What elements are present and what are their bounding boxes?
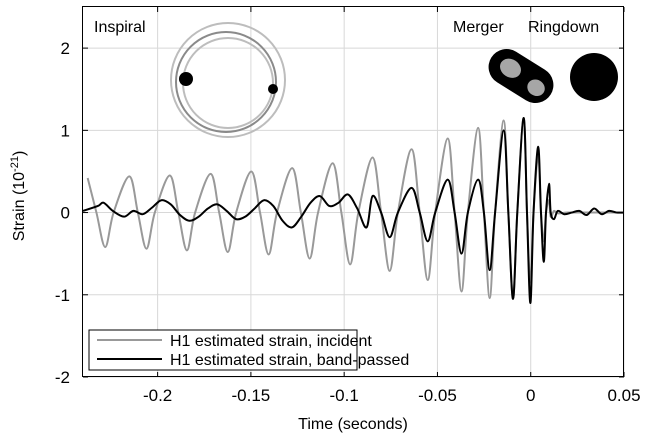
y-tick-label: -1 — [55, 286, 70, 305]
merger-core-right — [527, 79, 545, 97]
y-axis-title-exponent: -21 — [9, 156, 21, 172]
y-axis-title-prefix: Strain (10 — [11, 172, 28, 241]
y-tick-label: 2 — [61, 39, 70, 58]
series-band-passed-line — [83, 117, 624, 304]
y-tick-label: 1 — [61, 121, 70, 140]
x-tick-label: -0.2 — [143, 386, 172, 405]
x-tick-label: 0.05 — [607, 386, 640, 405]
legend-box — [88, 329, 358, 371]
annotation-inspiral: Inspiral — [94, 19, 146, 36]
y-axis-title: Strain (10-21) — [9, 151, 28, 242]
ringdown-black-hole — [570, 53, 618, 101]
legend-label-incident: H1 estimated strain, incident — [170, 333, 372, 350]
legend: H1 estimated strain, incident H1 estimat… — [88, 329, 409, 371]
y-tick-label: -2 — [55, 368, 70, 387]
x-tick-label: 0 — [526, 386, 535, 405]
orbit-ring-inner — [182, 37, 274, 129]
black-hole-left — [179, 72, 193, 86]
merger-diagram — [488, 48, 554, 104]
series-incident-line — [86, 117, 624, 300]
merger-core-left — [500, 58, 521, 78]
annotation-merger: Merger — [453, 19, 504, 36]
x-tick-label: -0.15 — [232, 386, 271, 405]
orbit-ring-outer — [170, 22, 286, 138]
y-tick-label: 0 — [61, 204, 70, 223]
grid — [83, 7, 625, 378]
x-tick-label: -0.1 — [330, 386, 359, 405]
axis-ticks: -0.2 -0.15 -0.1 -0.05 0 0.05 -2 -1 0 1 2 — [55, 7, 641, 405]
x-tick-label: -0.05 — [418, 386, 457, 405]
y-axis-title-suffix: ) — [11, 151, 28, 156]
x-axis-title: Time (seconds) — [298, 416, 408, 433]
black-hole-right — [268, 84, 278, 94]
series-layer — [83, 117, 624, 304]
merger-body — [488, 48, 554, 104]
plot-frame — [82, 6, 624, 377]
annotation-ringdown: Ringdown — [528, 19, 599, 36]
inspiral-orbit-diagram — [170, 22, 286, 138]
orbit-ring-middle — [175, 31, 277, 133]
legend-label-band-passed: H1 estimated strain, band-passed — [170, 352, 409, 369]
